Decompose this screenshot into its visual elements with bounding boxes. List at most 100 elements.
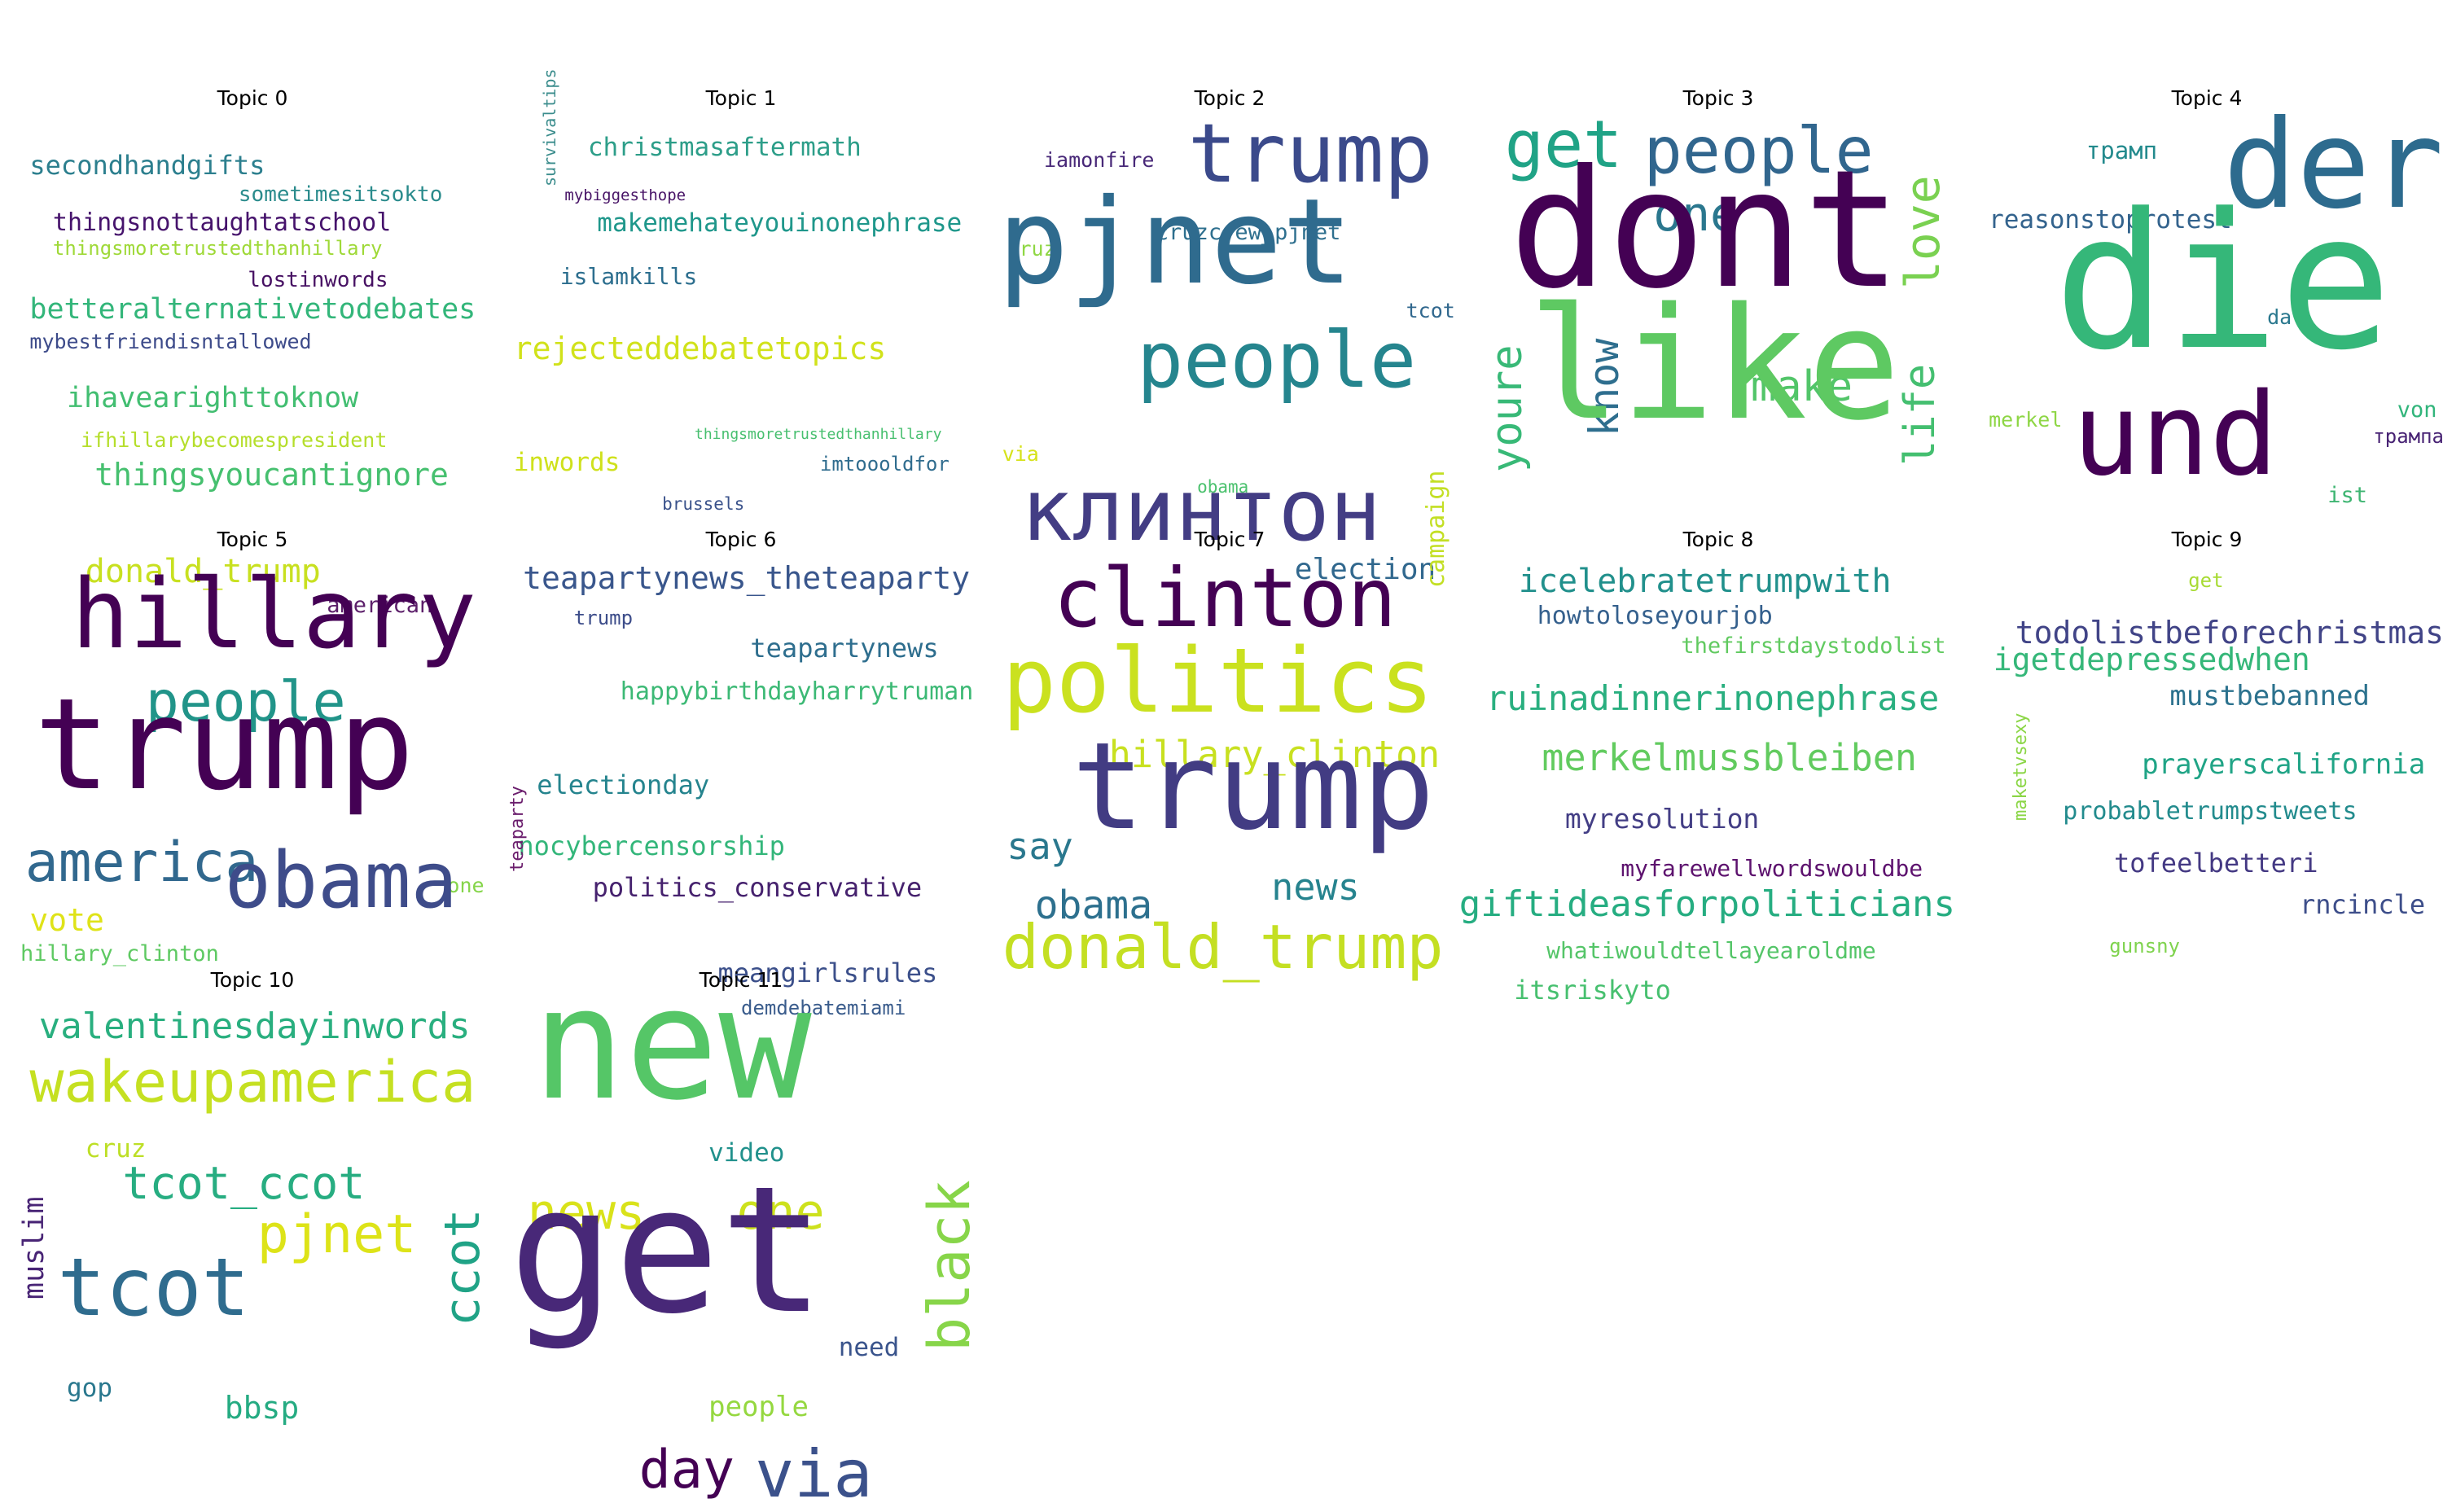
cloud-word: people <box>145 669 346 734</box>
panel-title: Topic 9 <box>2171 528 2243 551</box>
topic-panel: Topic 6 teapartynews_theteaparty trump teap… <box>507 441 974 1018</box>
cloud-word: rncincle <box>2300 888 2426 920</box>
cloud-word: electionday <box>537 769 710 800</box>
topic-panel: Topic 0 secondhandgifts sometimesitsokto th… <box>20 0 485 490</box>
cloud-word: hillary_clinton <box>20 941 219 967</box>
cloud-word: pjnet <box>998 173 1353 311</box>
cloud-word: lostinwords <box>248 267 388 292</box>
cloud-word: news <box>527 1184 646 1242</box>
cloud-word: one <box>736 1184 825 1242</box>
cloud-word: merkelmussbleiben <box>1542 735 1917 779</box>
cloud-word: donald_trump <box>85 552 321 590</box>
cloud-word: politics <box>1002 628 1434 733</box>
cloud-word: itsriskyto <box>1514 974 1671 1006</box>
cloud-word: wakeupamerica <box>29 1048 476 1115</box>
cloud-word: mybiggesthope <box>564 186 686 205</box>
cloud-word: betteralternativetodebates <box>29 293 476 327</box>
cloud-word: get <box>509 1147 826 1352</box>
cloud-word: ist <box>2327 483 2367 509</box>
cloud-word: islamkills <box>559 263 698 291</box>
cloud-word: vote <box>29 901 104 938</box>
cloud-word: donald_trump <box>1002 910 1444 983</box>
cloud-word: teapartynews <box>750 632 939 664</box>
cloud-word: трамп <box>2086 136 2158 164</box>
word-cloud: трамп der reasonstoprotest die da merkel von тр… <box>1975 104 2443 507</box>
cloud-word: one <box>447 873 485 897</box>
word-cloud: christmasaftermath survivaltips mybiggesth… <box>509 68 973 512</box>
topic-panel: Topic 7 election campaign clinton politics hi… <box>998 441 1462 978</box>
cloud-word: people <box>1137 316 1417 406</box>
cloud-word: brussels <box>662 493 745 514</box>
cloud-word: probabletrumpstweets <box>2063 796 2357 826</box>
word-cloud: donald_trump american hillary people trump on… <box>20 555 485 966</box>
cloud-word: thingsmoretrustedthanhillary <box>52 237 383 261</box>
cloud-word: people <box>1643 114 1874 188</box>
cloud-word: pjnet <box>257 1203 417 1265</box>
panel-title: Topic 2 <box>1194 86 1265 110</box>
word-cloud: valentinesdayinwords wakeupamerica cruz tco… <box>18 1004 491 1424</box>
cloud-word: gop <box>67 1374 112 1404</box>
cloud-word: like <box>1528 274 1901 454</box>
cloud-word: love <box>1895 175 1951 289</box>
cloud-word: rejecteddebatetopics <box>513 330 887 366</box>
cloud-word: icelebratetrumpwith <box>1518 563 1892 601</box>
topic-panel: Topic 11 new video news one get black need peopl… <box>509 882 983 1506</box>
cloud-word: survivaltips <box>539 68 559 186</box>
cloud-word: prayerscalifornia <box>2142 748 2426 782</box>
topic-panel: Topic 8 icelebratetrumpwith howtoloseyourj… <box>1459 441 1955 1003</box>
cloud-word: one <box>1653 186 1739 242</box>
cloud-word: christmasaftermath <box>587 133 862 163</box>
cloud-word: maketvsexy <box>2010 712 2031 821</box>
cloud-word: ihavearighttoknow <box>67 382 359 415</box>
cloud-word: cruz <box>1007 237 1056 261</box>
cloud-word: merkel <box>1989 408 2063 432</box>
cloud-word: tcot_ccot <box>122 1157 366 1210</box>
panel-title: Topic 10 <box>210 968 295 992</box>
cloud-word: make <box>1750 362 1853 411</box>
cloud-word: whatiwouldtellayearoldme <box>1546 937 1876 964</box>
cloud-word: der <box>2223 94 2443 236</box>
cloud-word: via <box>755 1436 873 1512</box>
cloud-word: get <box>1504 107 1623 182</box>
cloud-word: america <box>24 831 259 896</box>
cloud-word: howtoloseyourjob <box>1537 602 1773 631</box>
cloud-word: trump <box>1072 717 1435 857</box>
cloud-word: tcot <box>57 1242 250 1335</box>
word-cloud: get todolistbeforechristmas igetdepressedw… <box>1975 563 2443 956</box>
panel-title: Topic 3 <box>1682 86 1754 110</box>
cloud-word: say <box>1007 825 1073 869</box>
cloud-word: giftideasforpoliticians <box>1458 883 1955 925</box>
cloud-word: trump <box>573 607 634 630</box>
cloud-word: politics_conservative <box>592 871 923 903</box>
cloud-word: obama <box>1197 476 1249 497</box>
cloud-word: myfarewellwordswouldbe <box>1621 855 1923 883</box>
cloud-word: trump <box>34 670 414 818</box>
cloud-word: campaign <box>1422 470 1451 589</box>
topic-panel: Topic 3 get people one dont love make youre know… <box>1483 0 1951 472</box>
cloud-word: hillary_clinton <box>1108 732 1441 776</box>
cloud-word: new <box>532 953 812 1134</box>
cloud-word: video <box>708 1137 785 1168</box>
panel-title: Topic 5 <box>217 528 288 551</box>
cloud-word: reasonstoprotest <box>1989 204 2232 234</box>
panel-title: Topic 0 <box>217 86 288 110</box>
cloud-word: trump <box>1187 106 1433 202</box>
cloud-word: happybirthdayharrytruman <box>620 677 974 706</box>
topic-panel: Topic 10 valentinesdayinwords wakeupameric… <box>18 882 491 1423</box>
cloud-word: sometimesitsokto <box>238 182 443 207</box>
cloud-word: people <box>708 1390 809 1423</box>
cloud-word: news <box>1271 866 1360 909</box>
topic-panel: Topic 5 donald_trump american hillary people… <box>20 441 485 965</box>
cloud-word: black <box>916 1180 983 1352</box>
cloud-word: imtoooldfor <box>819 453 950 476</box>
topic-panel: Topic 9 get todolistbeforechristmas igetdep… <box>1975 441 2443 956</box>
cloud-word: mybestfriendisntallowed <box>29 329 312 353</box>
cloud-word: teapartynews_theteaparty <box>523 559 971 596</box>
panel-title: Topic 4 <box>2171 86 2243 110</box>
cloud-word: die <box>2053 174 2393 392</box>
topic-panel: Topic 1 christmasaftermath survivaltips myb… <box>509 0 973 512</box>
cloud-word: клинтон <box>1020 461 1382 561</box>
cloud-word: muslim <box>18 1196 50 1299</box>
cloud-word: todolistbeforechristmas <box>2015 614 2443 651</box>
word-cloud: icelebratetrumpwith howtoloseyourjob thefi… <box>1459 563 1955 1002</box>
